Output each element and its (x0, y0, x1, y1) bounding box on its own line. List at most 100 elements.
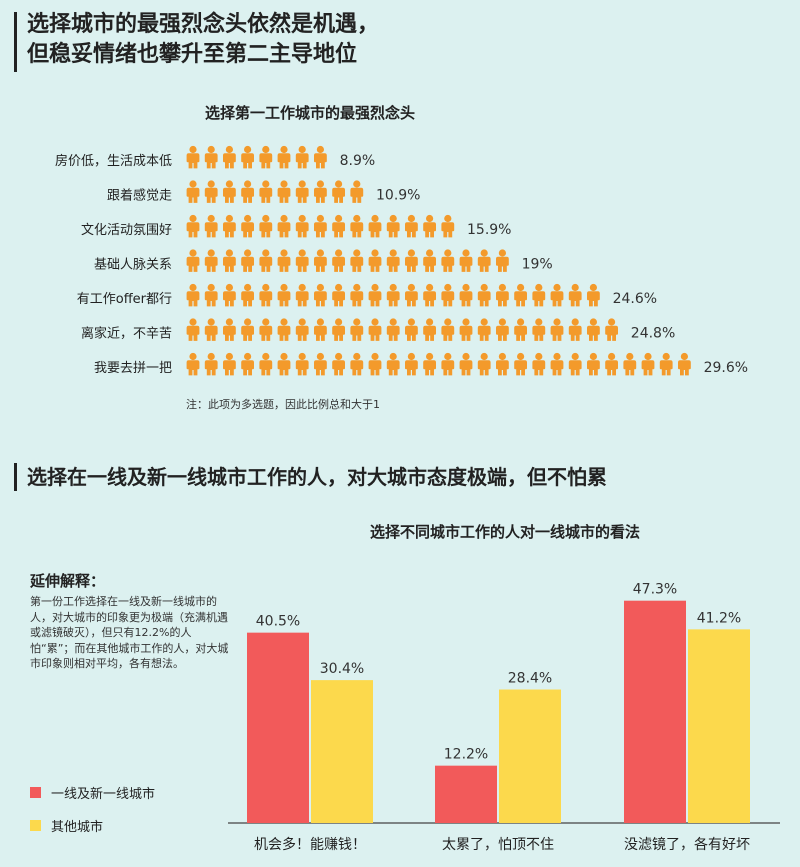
x-category-label: 机会多！能赚钱！ (254, 836, 366, 853)
person-icon (386, 318, 400, 341)
person-icon (423, 318, 436, 341)
bar-value-label: 30.4% (320, 661, 364, 677)
person-icon (204, 145, 218, 169)
person-icon (259, 283, 273, 307)
person-icon (223, 352, 236, 376)
pictogram-value-label: 10.9% (376, 188, 420, 204)
person-icon (259, 145, 273, 169)
person-icon (186, 318, 200, 341)
person-icon (514, 283, 527, 307)
person-icon (441, 249, 455, 272)
person-icon (314, 180, 327, 203)
person-icon (241, 145, 254, 169)
person-icon (368, 318, 382, 341)
bar-value-label: 41.2% (697, 610, 741, 626)
person-icon (459, 283, 473, 307)
person-icon (277, 249, 291, 272)
person-icon (241, 283, 254, 307)
heading-line-1: 选择城市的最强烈念头依然是机遇， (27, 12, 380, 37)
bar-value-label: 28.4% (508, 671, 552, 687)
person-icon (223, 145, 236, 169)
person-icon (587, 318, 600, 341)
person-icon (496, 352, 509, 376)
person-icon (277, 352, 291, 376)
person-icon (259, 249, 273, 272)
person-icon (204, 283, 218, 307)
person-icon (295, 214, 309, 238)
person-icon (277, 214, 291, 238)
person-icon (587, 352, 600, 376)
heading-text: 选择城市的最强烈念头依然是机遇， 但稳妥情绪也攀升至第二主导地位 (27, 10, 379, 70)
person-icon (204, 249, 218, 272)
main-heading: 选择城市的最强烈念头依然是机遇， 但稳妥情绪也攀升至第二主导地位 (14, 10, 379, 72)
person-icon (368, 283, 382, 307)
person-icon (441, 352, 455, 376)
person-icon (550, 318, 564, 341)
person-icon (350, 214, 364, 238)
person-icon (332, 352, 345, 376)
person-icon (223, 249, 236, 272)
bar-value-label: 12.2% (444, 747, 488, 763)
bar-chart-title: 选择不同城市工作的人对一线城市的看法 (369, 523, 640, 541)
person-icon (259, 180, 273, 203)
person-icon (332, 283, 345, 307)
pictogram-category-label: 有工作offer都行 (77, 292, 172, 307)
person-icon (332, 249, 345, 272)
chart-legend: 一线及新一线城市 其他城市 (30, 783, 155, 849)
person-icon (678, 352, 691, 376)
person-icon (204, 318, 218, 341)
bar (499, 689, 561, 823)
person-icon (386, 352, 400, 376)
person-icon (441, 318, 455, 341)
person-icon (314, 145, 327, 169)
person-icon (332, 318, 345, 341)
pictogram-row (186, 145, 327, 169)
pictogram-value-label: 15.9% (467, 222, 511, 238)
pictogram-row (186, 249, 509, 272)
legend-item-tier1: 一线及新一线城市 (30, 783, 155, 802)
bar-value-label: 47.3% (633, 582, 677, 598)
bar (247, 632, 309, 823)
pictogram-value-label: 19% (522, 257, 553, 273)
person-icon (295, 145, 309, 169)
person-icon (477, 318, 491, 341)
x-category-label: 太累了，怕顶不住 (442, 837, 554, 853)
person-icon (186, 283, 200, 307)
person-icon (368, 352, 382, 376)
person-icon (314, 318, 327, 341)
person-icon (423, 352, 436, 376)
person-icon (295, 352, 309, 376)
person-icon (223, 180, 236, 203)
pictogram-row (186, 214, 455, 238)
person-icon (259, 318, 273, 341)
person-icon (368, 249, 382, 272)
person-icon (241, 214, 254, 238)
heading-line-2: 但稳妥情绪也攀升至第二主导地位 (27, 42, 358, 67)
person-icon (496, 249, 509, 272)
person-icon (423, 283, 436, 307)
person-icon (241, 180, 254, 203)
person-icon (259, 352, 273, 376)
person-icon (259, 214, 273, 238)
person-icon (314, 352, 327, 376)
person-icon (514, 352, 527, 376)
person-icon (477, 283, 491, 307)
person-icon (405, 352, 418, 376)
person-icon (641, 352, 655, 376)
person-icon (186, 352, 200, 376)
person-icon (186, 180, 200, 203)
person-icon (241, 318, 254, 341)
person-icon (277, 180, 291, 203)
pictogram-category-label: 房价低，生活成本低 (55, 153, 172, 169)
person-icon (568, 352, 582, 376)
person-icon (295, 283, 309, 307)
person-icon (186, 145, 200, 169)
person-icon (477, 352, 491, 376)
pictogram-category-label: 跟着感觉走 (107, 188, 172, 204)
person-icon (332, 214, 345, 238)
person-icon (204, 352, 218, 376)
section2-heading: 选择在一线及新一线城市工作的人，对大城市态度极端，但不怕累 (14, 462, 607, 492)
pictogram-value-label: 24.6% (613, 291, 657, 307)
person-icon (532, 318, 546, 341)
pictogram-value-label: 8.9% (340, 153, 376, 169)
